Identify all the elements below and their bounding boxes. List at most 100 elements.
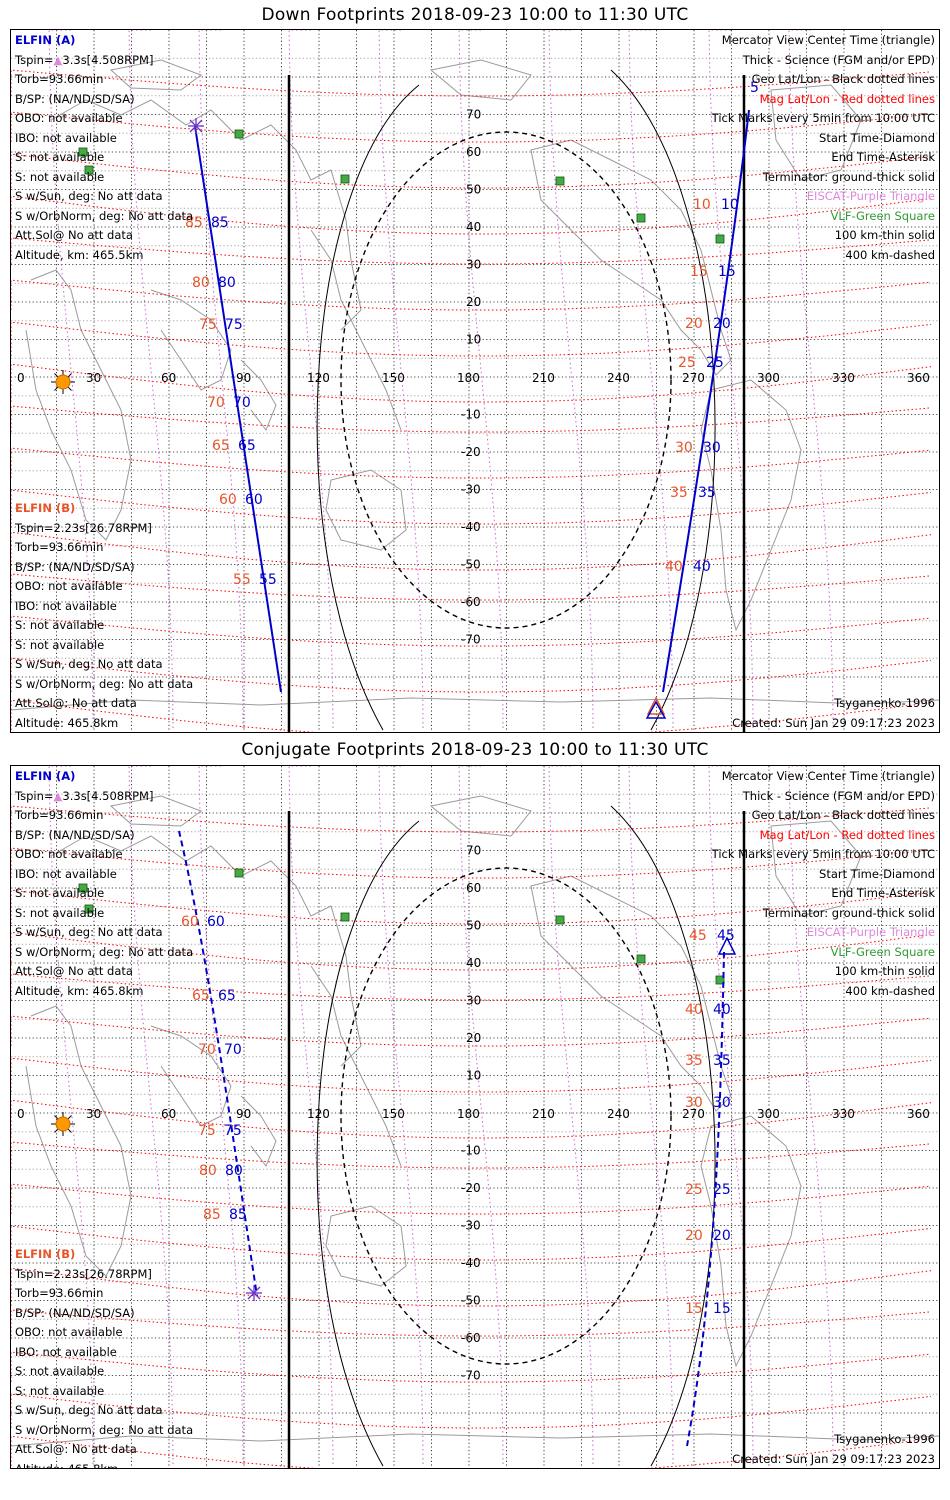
vlf-square-icon	[636, 954, 646, 964]
sun-icon	[51, 370, 75, 394]
tick-label-blue: 35	[698, 485, 716, 501]
vlf-square-icon	[84, 165, 94, 175]
elfin-a-line: Altitude, km: 465.8km	[15, 983, 144, 998]
tick-label-red: 85	[185, 215, 203, 231]
tick-label-blue: 85	[229, 1207, 247, 1223]
elfin-a-line: B/SP: (NA/ND/SD/SA)	[15, 91, 135, 106]
lat-label: -10	[461, 1144, 481, 1158]
lat-label: -60	[461, 1331, 481, 1345]
mag-meridian	[128, 30, 174, 731]
elfin-b-line: S w/OrbNorm, deg: No att data	[15, 1422, 194, 1437]
elfin-b-line: Att.Sol@: No att data	[15, 1442, 137, 1456]
tick-label-blue: 60	[207, 914, 225, 930]
asterisk-icon	[188, 118, 204, 134]
elfin-b-line: Torb=93.66min	[15, 540, 104, 554]
tick-label-blue: 10	[721, 197, 739, 213]
lat-label: -30	[461, 1219, 481, 1233]
mag-meridian	[48, 30, 94, 731]
vlf-square-icon	[715, 975, 725, 985]
legend-item: 100 km-thin solid	[834, 228, 935, 242]
lat-label: -10	[461, 408, 481, 422]
sun-icon	[51, 1112, 75, 1136]
tick-label-red: 35	[670, 485, 688, 501]
elfin-a-line: Torb=93.66min	[15, 72, 104, 86]
elfin-b-label: ELFIN (B)	[15, 1247, 76, 1261]
lat-label: 10	[466, 333, 481, 347]
tick-label-red: 35	[685, 1053, 703, 1069]
triangle-icon	[646, 696, 666, 715]
lon-label: 60	[161, 1107, 176, 1121]
footprint-400km	[340, 867, 672, 1365]
mag-parallel	[11, 1225, 932, 1261]
mag-parallel	[11, 1309, 932, 1337]
lon-label: 240	[607, 371, 630, 385]
elfin-b-line: Altitude: 465.8km	[15, 715, 119, 730]
mag-parallel	[11, 1141, 932, 1169]
elfin-b-line: IBO: not available	[15, 598, 117, 613]
elfin-b-line: S: not available	[15, 1383, 105, 1398]
tick-label-blue: 40	[693, 559, 711, 575]
mag-meridian	[628, 766, 674, 1467]
elfin-a-line: OBO: not available	[15, 111, 123, 125]
lon-label: 210	[532, 1107, 555, 1121]
track-a	[178, 830, 258, 1297]
tick-label-red: 45	[689, 928, 707, 944]
elfin-a-info: ELFIN (A) Tspin=▲3.3s[4.508RPM] Torb=93.…	[15, 767, 193, 1001]
mag-meridian	[198, 30, 244, 731]
track-b	[662, 109, 750, 693]
legend-item: Thick - Science (FGM and/or EPD)	[742, 788, 935, 803]
lat-label: -20	[461, 1181, 481, 1195]
elfin-b-line: Altitude: 465.8km	[15, 1461, 119, 1469]
tick-label-blue: 30	[713, 1095, 731, 1111]
mag-parallel	[11, 1393, 932, 1429]
elfin-b-line: Tspin=2.23s[26.78RPM]	[15, 1266, 152, 1281]
legend-item: 400 km-dashed	[845, 247, 935, 262]
lon-label: 360	[907, 371, 930, 385]
mag-parallel	[11, 447, 932, 479]
mag-meridian	[548, 30, 594, 731]
lon-label: 180	[457, 1107, 480, 1121]
mag-parallel	[11, 1351, 932, 1383]
vlf-square-icon	[78, 883, 88, 893]
mag-meridian	[628, 30, 674, 731]
coastline	[429, 795, 532, 837]
legend-item: VLF-Green Square	[830, 944, 935, 959]
footprint-100km-left	[316, 84, 420, 731]
tick-label-blue: 25	[706, 355, 724, 371]
tick-label-red: 25	[685, 1182, 703, 1198]
mag-meridian	[788, 766, 834, 1467]
track-b	[686, 951, 725, 1447]
lon-label: 30	[86, 371, 101, 385]
vlf-square-icon	[715, 234, 725, 244]
mag-meridian	[378, 30, 424, 731]
lat-label: -40	[461, 1256, 481, 1270]
lat-label: 20	[466, 1031, 481, 1045]
mag-meridian	[128, 766, 174, 1467]
lon-label: 0	[17, 1107, 25, 1121]
tick-label-red: 30	[685, 1095, 703, 1111]
elfin-a-line: S: not available	[15, 886, 105, 900]
elfin-b-line: B/SP: (NA/ND/SD/SA)	[15, 559, 135, 574]
coastline	[11, 697, 939, 711]
coastline	[150, 289, 232, 391]
elfin-a-info: ELFIN (A) Tspin=▲3.3s[4.508RPM] Torb=93.…	[15, 31, 193, 265]
lat-label: 60	[466, 145, 481, 159]
track-a	[194, 125, 282, 693]
legend-item: EISCAT-Purple Triangle	[806, 189, 935, 203]
coastline	[310, 229, 402, 431]
vlf-square-icon	[234, 129, 244, 139]
lon-label: 240	[607, 1107, 630, 1121]
tick-label-blue: 20	[713, 1228, 731, 1244]
triangle-icon	[645, 700, 667, 719]
tick-label-red: 75	[199, 317, 217, 333]
legend-item: Geo Lat/Lon - Black dotted lines	[751, 808, 935, 822]
elfin-a-label: ELFIN (A)	[15, 33, 76, 47]
elfin-b-line: IBO: not available	[15, 1344, 117, 1359]
mag-parallel	[11, 279, 932, 311]
lon-label: 270	[682, 1107, 705, 1121]
legend: Mercator View Center Time (triangle) Thi…	[712, 767, 935, 1001]
elfin-b-line: Att.Sol@: No att data	[15, 696, 137, 710]
legend-item: Mag Lat/Lon - Red dotted lines	[759, 91, 935, 106]
eiscat-triangle-icon: ▲	[53, 788, 63, 803]
lat-label: -20	[461, 445, 481, 459]
